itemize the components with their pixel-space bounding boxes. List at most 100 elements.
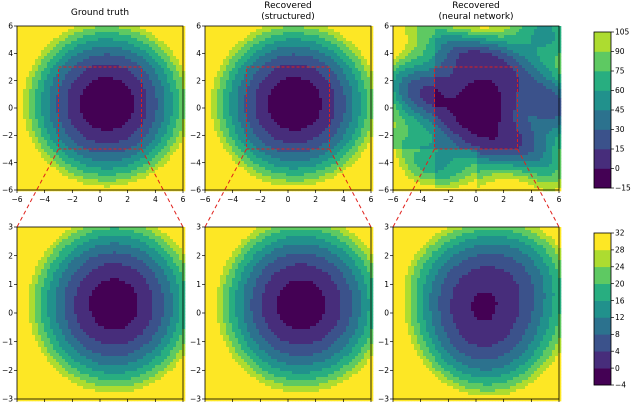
contour-cell [65,113,69,117]
contour-cell [74,320,78,324]
contour-cell [104,146,108,150]
contour-cell [164,275,168,279]
contour-cell [98,92,102,96]
contour-cell [83,311,87,315]
contour-cell [116,38,120,42]
contour-cell [38,254,42,258]
contour-cell [158,56,162,60]
contour-cell [149,269,153,273]
contour-cell [143,59,147,63]
contour-cell [56,245,60,249]
contour-cell [143,86,147,90]
contour-cell [17,254,21,258]
contour-cell [122,77,126,81]
contour-cell [47,290,51,294]
contour-cell [80,26,84,30]
contour-cell [137,149,141,153]
contour-cell [98,131,102,135]
contour-cell [65,287,69,291]
contour-cell [137,80,141,84]
contour-cell [140,155,144,159]
contour-cell [170,164,174,168]
contour-cell [179,128,183,132]
contour-cell [86,134,90,138]
contour-cell [119,326,123,330]
contour-cell [35,104,39,108]
contour-cell [41,155,45,159]
y-tick-label: 4 [8,49,13,58]
contour-cell [62,56,66,60]
contour-cell [35,272,39,276]
contour-cell [107,146,111,150]
contour-cell [146,236,150,240]
contour-cell [35,266,39,270]
contour-cell [113,236,117,240]
contour-cell [179,251,183,255]
contour-cell [152,179,156,183]
contour-cell [146,125,150,129]
contour-cell [53,251,57,255]
contour-cell [92,56,96,60]
contour-cell [83,239,87,243]
contour-cell [116,251,120,255]
contour-cell [101,56,105,60]
contour-cell [77,47,81,51]
contour-cell [161,164,165,168]
contour-cell [137,230,141,234]
contour-cell [140,122,144,126]
contour-cell [68,134,72,138]
contour-cell [65,263,69,267]
contour-cell [146,110,150,114]
contour-cell [119,29,123,33]
contour-cell [131,179,135,183]
contour-cell [92,317,96,321]
contour-cell [170,101,174,105]
contour-cell [80,50,84,54]
contour-cell [107,125,111,129]
contour-cell [83,89,87,93]
contour-cell [119,47,123,51]
contour-cell [170,284,174,288]
contour-cell [95,281,99,285]
contour-cell [20,182,24,186]
contour-cell [119,71,123,75]
contour-cell [116,131,120,135]
contour-cell [101,74,105,78]
contour-cell [173,29,177,33]
contour-cell [62,50,66,54]
contour-cell [170,263,174,267]
contour-cell [146,281,150,285]
contour-cell [92,137,96,141]
contour-cell [50,47,54,51]
contour-cell [110,104,114,108]
contour-cell [95,323,99,327]
contour-cell [161,107,165,111]
contour-cell [86,86,90,90]
contour-cell [86,116,90,120]
contour-cell [149,311,153,315]
contour-cell [161,62,165,66]
contour-cell [113,233,117,237]
contour-cell [158,62,162,66]
contour-cell [50,155,54,159]
contour-cell [128,254,132,258]
contour-cell [23,272,27,276]
contour-cell [26,80,30,84]
contour-cell [71,98,75,102]
contour-cell [29,155,33,159]
contour-cell [176,182,180,186]
contour-cell [38,248,42,252]
contour-cell [68,269,72,273]
contour-cell [74,146,78,150]
contour-cell [161,65,165,69]
contour-cell [44,299,48,303]
contour-cell [89,86,93,90]
contour-cell [173,242,177,246]
contour-cell [155,146,159,150]
contour-cell [182,176,186,180]
contour-cell [56,59,60,63]
contour-cell [137,113,141,117]
contour-cell [44,302,48,306]
contour-cell [20,131,24,135]
contour-cell [95,77,99,81]
